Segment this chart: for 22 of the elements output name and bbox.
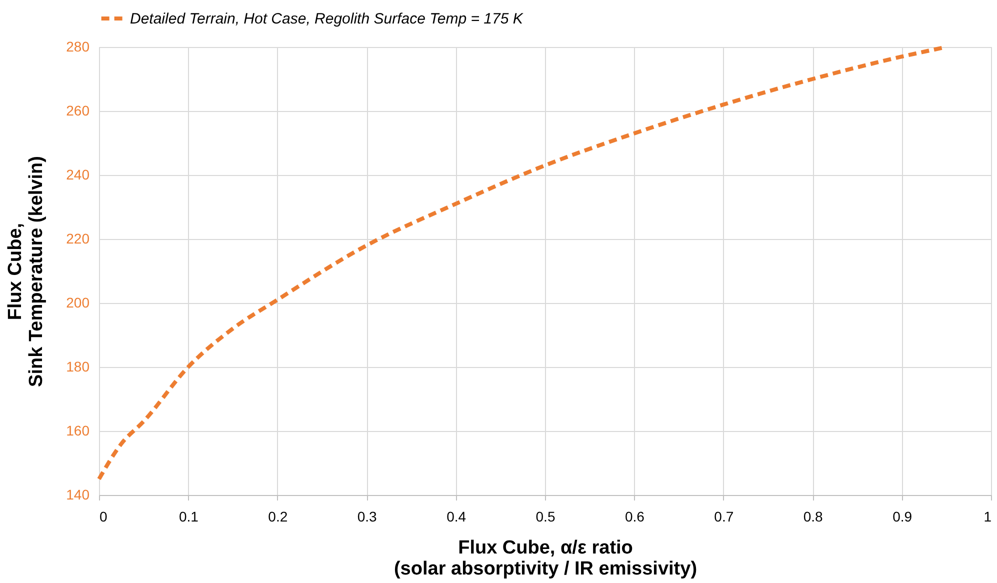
y-tick-label: 180: [66, 358, 90, 374]
y-tick-label: 240: [66, 166, 90, 182]
legend-label: Detailed Terrain, Hot Case, Regolith Surface Temp = 175 K: [130, 10, 524, 28]
x-tick-label: 0.6: [624, 508, 645, 524]
y-tick-label: 280: [66, 38, 90, 54]
x-tick-label: 0.4: [446, 508, 466, 524]
y-tick-label: 200: [66, 294, 90, 310]
x-tick-label: 0.7: [714, 508, 734, 524]
x-tick-label: 0.2: [268, 508, 288, 524]
x-axis-title: Flux Cube, α/ε ratio (solar absorptivity / IR emissivity): [394, 538, 698, 580]
y-tick-label: 160: [66, 422, 90, 438]
y-tick-label: 260: [66, 102, 90, 118]
x-tick-label: 0.1: [178, 508, 199, 524]
x-tick-label: 0.9: [892, 508, 912, 524]
x-tick-label: 0.8: [803, 508, 824, 524]
y-tick-label: 220: [66, 230, 90, 246]
x-tick-label: 0.3: [357, 508, 378, 524]
x-tick-label: 1: [984, 508, 992, 524]
x-tick-label: 0: [100, 508, 108, 524]
x-tick-label: 0.5: [536, 508, 556, 524]
y-axis-title: Flux Cube, Sink Temperature (kelvin): [5, 156, 48, 387]
y-tick-label: 140: [66, 486, 90, 502]
